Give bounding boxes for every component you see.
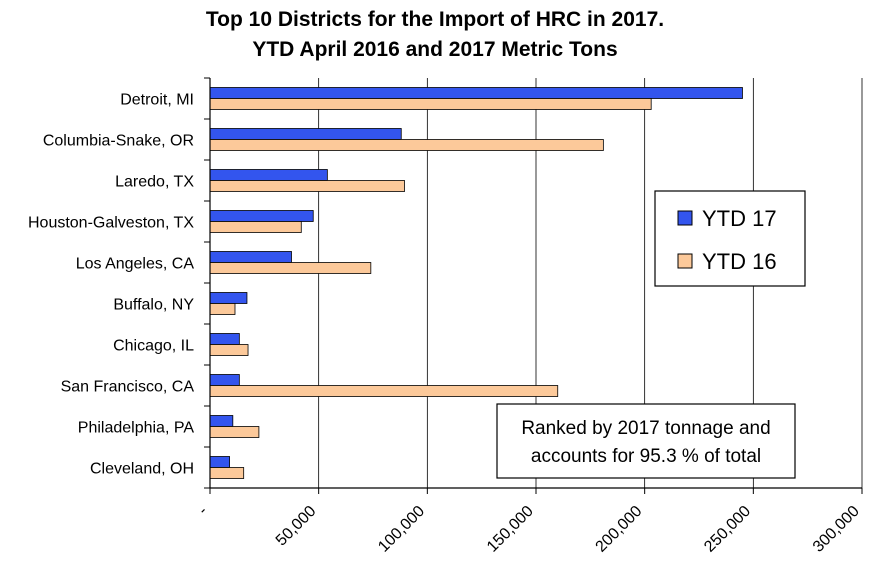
category-label-2: Laredo, TX (115, 174, 194, 191)
legend-box (654, 190, 806, 287)
category-label-0: Detroit, MI (120, 92, 194, 109)
bar-ytd17-5 (209, 292, 248, 304)
category-label-7: San Francisco, CA (61, 379, 195, 396)
bar-ytd16-1 (209, 139, 604, 151)
bar-ytd16-2 (209, 180, 405, 192)
bar-ytd16-0 (209, 98, 652, 110)
annotation-line-1: Ranked by 2017 tonnage and (521, 418, 770, 439)
category-label-1: Columbia-Snake, OR (43, 133, 194, 150)
category-label-5: Buffalo, NY (113, 297, 194, 314)
legend-label-ytd17: YTD 17 (702, 206, 777, 231)
axes (204, 77, 863, 494)
bar-ytd17-7 (209, 374, 240, 386)
chart-title: Top 10 Districts for the Import of HRC i… (206, 8, 664, 61)
x-tick-label-3: 150,000 (484, 503, 537, 556)
chart-title-line-1: Top 10 Districts for the Import of HRC i… (206, 8, 664, 31)
bar-ytd17-9 (209, 456, 230, 468)
legend-swatch-ytd17 (677, 210, 693, 226)
annotation-box: Ranked by 2017 tonnage and accounts for … (496, 403, 796, 479)
legend-swatch-ytd16 (677, 253, 693, 269)
x-tick-labels: - 50,000 100,000 150,000 200,000 250,000 300,0… (195, 503, 863, 556)
annotation-line-2: accounts for 95.3 % of total (531, 446, 761, 467)
x-tick-label-2: 100,000 (375, 503, 428, 556)
x-tick-label-1: 50,000 (273, 503, 320, 550)
bar-ytd16-8 (209, 426, 260, 438)
annotation-frame (496, 403, 796, 479)
bars (209, 87, 743, 479)
category-label-4: Los Angeles, CA (76, 256, 195, 273)
bar-ytd16-5 (209, 303, 236, 315)
category-label-6: Chicago, IL (113, 338, 194, 355)
bar-ytd17-3 (209, 210, 314, 222)
bar-ytd16-9 (209, 467, 245, 479)
bar-ytd17-1 (209, 128, 402, 140)
bar-ytd17-0 (209, 87, 743, 99)
x-tick-label-5: 250,000 (701, 503, 754, 556)
bar-ytd17-2 (209, 169, 328, 181)
bar-ytd16-4 (209, 262, 372, 274)
category-label-8: Philadelphia, PA (78, 420, 195, 437)
x-tick-label-0: - (195, 503, 211, 519)
legend: YTD 17 YTD 16 (654, 190, 806, 287)
bar-ytd16-3 (209, 221, 302, 233)
category-labels: Detroit, MI Columbia-Snake, OR Laredo, TX H… (28, 92, 194, 478)
bar-ytd16-7 (209, 385, 559, 397)
category-label-9: Cleveland, OH (90, 461, 194, 478)
bar-ytd16-6 (209, 344, 249, 356)
bar-ytd17-4 (209, 251, 292, 263)
bar-ytd17-6 (209, 333, 240, 345)
x-tick-label-4: 200,000 (593, 503, 646, 556)
x-tick-label-6: 300,000 (810, 503, 863, 556)
category-label-3: Houston-Galveston, TX (28, 215, 194, 232)
legend-label-ytd16: YTD 16 (702, 249, 777, 274)
chart-title-line-2: YTD April 2016 and 2017 Metric Tons (252, 38, 617, 61)
bar-ytd17-8 (209, 415, 234, 427)
